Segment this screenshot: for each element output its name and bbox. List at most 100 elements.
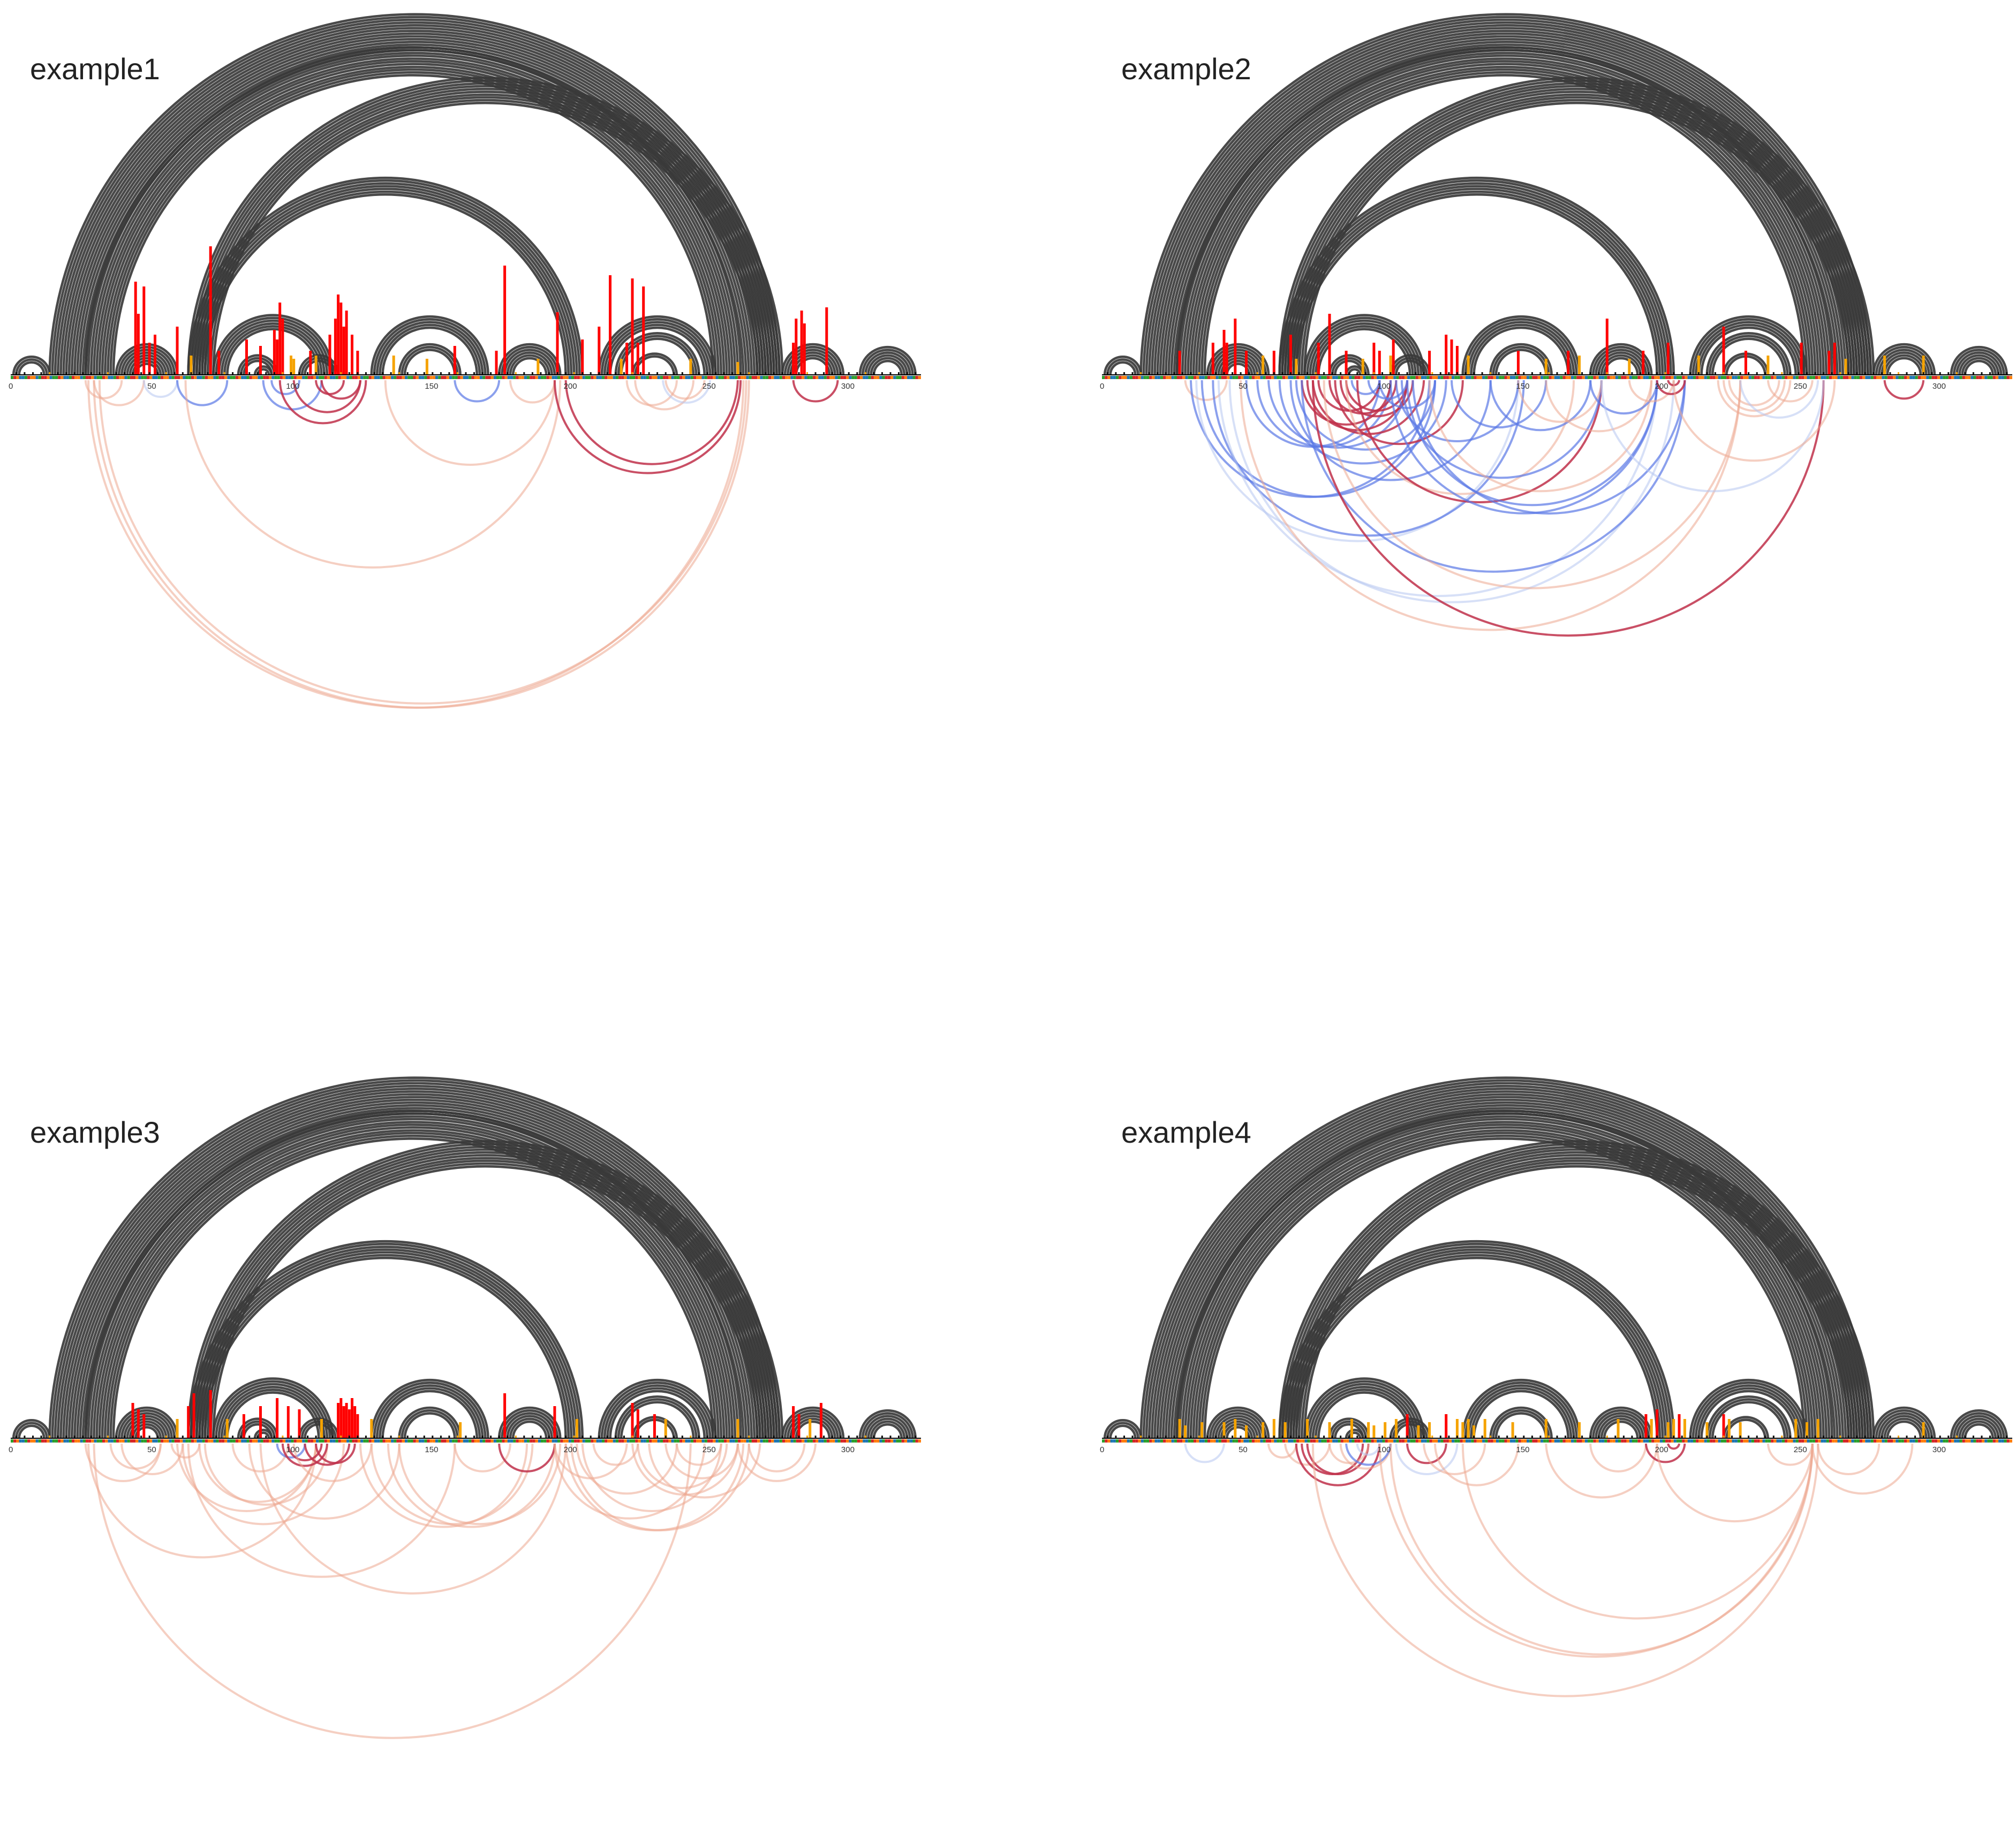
nucleotide [244, 376, 247, 379]
structure-arc [1878, 349, 1930, 375]
reactivity-bar [503, 1393, 507, 1438]
nucleotide [16, 376, 19, 379]
structure-arc [206, 1159, 764, 1439]
nucleotide [516, 376, 519, 379]
nucleotide [1238, 1439, 1241, 1443]
reactivity-bar [1997, 1436, 1999, 1438]
nucleotide [626, 1439, 630, 1443]
structure-arc [1292, 1154, 1861, 1439]
nucleotide [263, 376, 266, 379]
nucleotide [1316, 1439, 1319, 1443]
reactivity-bar [1539, 1436, 1542, 1438]
nucleotide [1781, 1439, 1785, 1443]
nucleotide [490, 376, 494, 379]
nucleotide [768, 1439, 772, 1443]
nucleotide [133, 1439, 136, 1443]
contact-arc [304, 1443, 351, 1466]
nucleotide [1274, 1439, 1277, 1443]
nucleotide [1704, 376, 1707, 379]
reactivity-bar [1265, 1436, 1267, 1438]
reactivity-bar [1798, 372, 1800, 375]
nucleotide [1962, 376, 1965, 379]
nucleotide [887, 376, 890, 379]
nucleotide [1926, 1439, 1929, 1443]
reactivity-bar [198, 372, 200, 375]
nucleotide [832, 376, 835, 379]
nucleotide [1377, 376, 1380, 379]
structure-arc [201, 1154, 770, 1439]
nucleotide [1762, 376, 1765, 379]
nucleotide [1676, 376, 1680, 379]
nucleotide [255, 376, 258, 379]
nucleotide [1596, 376, 1599, 379]
reactivity-bar [1390, 1436, 1392, 1438]
nucleotide [1570, 1439, 1574, 1443]
nucleotide [868, 1439, 871, 1443]
structure-arc [1283, 1145, 1869, 1439]
panel-title: example1 [30, 52, 160, 86]
nucleotide [1138, 376, 1141, 379]
structure-arc [1301, 1162, 1853, 1439]
nucleotide [607, 1439, 610, 1443]
reactivity-bar [82, 1436, 84, 1438]
nucleotide [1923, 1439, 1927, 1443]
nucleotide [1654, 1439, 1657, 1443]
reactivity-bar [1666, 343, 1670, 375]
reactivity-bar [1889, 372, 1891, 375]
reactivity-bar [148, 343, 151, 375]
nucleotide [1351, 1439, 1355, 1443]
nucleotide [477, 376, 480, 379]
contact-arc [84, 380, 123, 399]
reactivity-bar [1648, 372, 1650, 375]
reactivity-bar [1573, 372, 1575, 375]
nucleotide [1213, 376, 1216, 379]
reactivity-bar [1847, 1436, 1849, 1438]
reactivity-bar [1573, 1436, 1575, 1438]
nucleotide [1218, 1439, 1221, 1443]
nucleotide [1848, 376, 1852, 379]
reactivity-bar [1398, 372, 1400, 375]
nucleotide [1948, 1439, 1951, 1443]
reactivity-bar [1273, 1436, 1275, 1438]
nucleotide [1868, 376, 1871, 379]
reactivity-bar [176, 327, 179, 375]
reactivity-bar [342, 1406, 345, 1438]
nucleotide [174, 376, 177, 379]
nucleotide [302, 1439, 305, 1443]
nucleotide [452, 1439, 455, 1443]
nucleotide [1146, 376, 1150, 379]
nucleotide [1499, 1439, 1502, 1443]
position-axis: 0 50 100 150 200 250 300 [1100, 382, 1946, 391]
reactivity-bar [1748, 372, 1750, 375]
reactivity-bar [1165, 1436, 1167, 1438]
reactivity-bar [1548, 1436, 1550, 1438]
nucleotide [1588, 1439, 1591, 1443]
nucleotide [1743, 376, 1746, 379]
contact-arc [1311, 380, 1425, 435]
contact-arc [1461, 1443, 1814, 1620]
reactivity-bar [573, 372, 575, 375]
reactivity-bar [781, 1436, 783, 1438]
structure-arc [253, 365, 273, 375]
nucleotide [1843, 1439, 1846, 1443]
nucleotide [288, 376, 291, 379]
reactivity-bar [90, 1436, 92, 1438]
reactivity-bar [1581, 372, 1583, 375]
contact-arc [384, 380, 556, 466]
nucleotide [1779, 376, 1782, 379]
nucleotide [660, 1439, 663, 1443]
reactivity-bar [1423, 372, 1425, 375]
reactivity-bar [473, 1436, 475, 1438]
nucleotide [904, 1439, 908, 1443]
structure-arc [1961, 1420, 1997, 1439]
contact-arc [170, 1443, 201, 1459]
nucleotide [66, 1439, 69, 1443]
nucleotide [1263, 376, 1266, 379]
structure-arc [192, 82, 778, 375]
nucleotide [1318, 1439, 1322, 1443]
nucleotide [124, 376, 127, 379]
nucleotide [2001, 376, 2004, 379]
structure-arc [1139, 13, 1872, 375]
reactivity-bars [15, 246, 917, 375]
nucleotide [571, 1439, 575, 1443]
